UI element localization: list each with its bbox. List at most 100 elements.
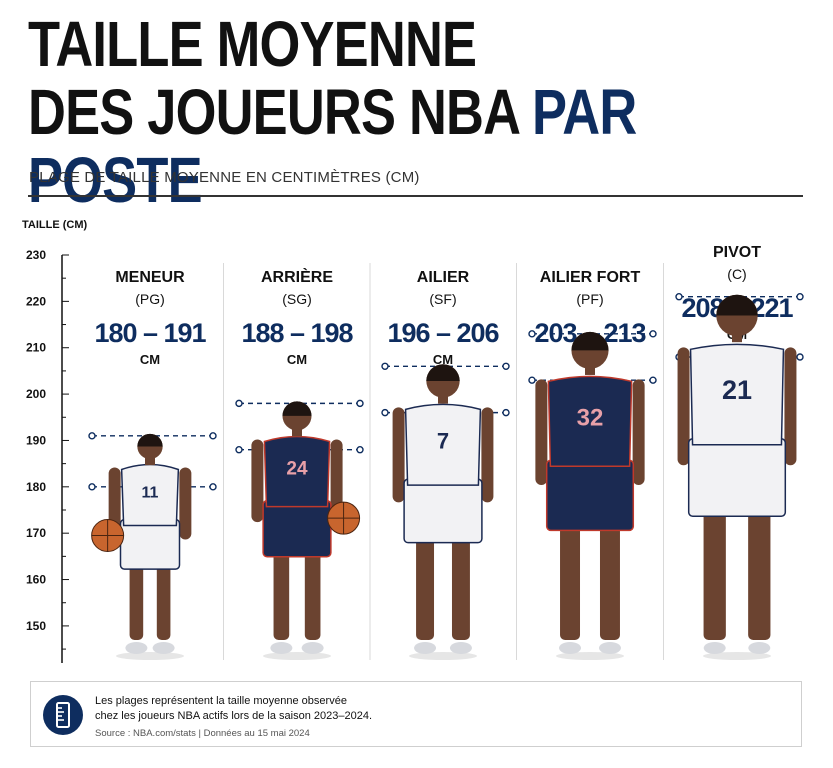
range-marker-dot bbox=[235, 399, 243, 408]
category-name: AILIER FORT bbox=[540, 269, 641, 286]
player-neck bbox=[438, 393, 448, 404]
title-line-2: DES JOUEURS NBA PAR POSTE bbox=[28, 78, 688, 214]
y-axis-label: TAILLE (CM) bbox=[22, 219, 88, 231]
y-tick-label: 160 bbox=[26, 573, 46, 587]
player-arm bbox=[632, 379, 645, 486]
range-marker-dot bbox=[796, 293, 804, 301]
player-neck bbox=[585, 364, 595, 375]
y-tick-label: 190 bbox=[26, 433, 46, 447]
player-neck bbox=[732, 332, 742, 343]
category-abbr: (C) bbox=[727, 266, 746, 282]
player-illustration: 21 bbox=[677, 294, 797, 660]
player-leg bbox=[748, 512, 771, 640]
category-abbr: (PG) bbox=[135, 291, 165, 307]
player-hair bbox=[571, 331, 609, 351]
category-name: PIVOT bbox=[713, 244, 761, 261]
player-arm bbox=[481, 407, 494, 503]
player-shadow bbox=[556, 652, 624, 660]
player-leg bbox=[599, 526, 620, 640]
range-marker-dot bbox=[675, 293, 683, 301]
source-text: Source : NBA.com/stats | Données au 15 m… bbox=[95, 728, 310, 739]
player-hair bbox=[137, 433, 163, 447]
range-marker-dot bbox=[235, 446, 243, 454]
player-arm bbox=[251, 439, 264, 523]
range-marker-dot bbox=[528, 376, 536, 384]
player-jersey bbox=[547, 375, 633, 468]
player-shoe bbox=[598, 642, 621, 654]
range-marker-dot bbox=[356, 446, 364, 454]
player-shorts bbox=[119, 518, 181, 570]
category-abbr: (PF) bbox=[576, 291, 603, 307]
player-shoe bbox=[748, 642, 771, 654]
y-tick-label: 210 bbox=[26, 341, 46, 355]
jersey-number: 11 bbox=[142, 485, 159, 502]
jersey-number: 32 bbox=[577, 404, 604, 431]
player-shadow bbox=[409, 652, 477, 660]
player-arm bbox=[330, 439, 343, 523]
title-line-2-accent: PAR POSTE bbox=[28, 76, 637, 216]
jersey-number: 21 bbox=[722, 375, 752, 405]
unit-label: CM bbox=[433, 352, 453, 367]
basketball-seams bbox=[91, 519, 124, 552]
player-shoe bbox=[125, 642, 148, 654]
range-marker-dot bbox=[796, 353, 804, 361]
footnote-line-2: chez les joueurs NBA actifs lors de la s… bbox=[95, 710, 372, 722]
range-marker-dot bbox=[502, 408, 510, 417]
range-marker-dot bbox=[356, 399, 364, 408]
category-name: ARRIÈRE bbox=[261, 267, 333, 286]
player-hair bbox=[282, 401, 312, 416]
y-tick-label: 220 bbox=[26, 294, 46, 308]
player-leg bbox=[560, 526, 581, 640]
range-marker-dot bbox=[649, 330, 657, 338]
player-leg bbox=[273, 552, 290, 640]
player-leg bbox=[703, 512, 726, 640]
range-marker-dot bbox=[381, 362, 389, 370]
range-marker-dot bbox=[502, 362, 510, 370]
y-tick-label: 230 bbox=[26, 248, 46, 262]
category-name: MENEUR bbox=[115, 269, 185, 286]
range-value-label: 180 – 191 bbox=[94, 318, 206, 348]
jersey-number: 24 bbox=[286, 459, 308, 480]
category-abbr: (SG) bbox=[282, 291, 312, 307]
player-shoe bbox=[152, 642, 175, 654]
player-shorts bbox=[545, 459, 635, 532]
player-jersey bbox=[404, 403, 482, 486]
player-leg bbox=[416, 538, 435, 640]
player-hair bbox=[426, 364, 460, 381]
range-value-label: 188 – 198 bbox=[241, 318, 353, 348]
unit-label: CM bbox=[287, 352, 307, 367]
player-arm bbox=[677, 347, 690, 466]
unit-label: CM bbox=[140, 352, 160, 367]
header-divider bbox=[28, 195, 803, 197]
range-marker-dot bbox=[209, 483, 217, 491]
player-shoe bbox=[414, 642, 437, 654]
player-shorts bbox=[262, 499, 332, 558]
title-line-1: TAILLE MOYENNE bbox=[28, 8, 477, 80]
y-tick-label: 200 bbox=[26, 387, 46, 401]
player-jersey bbox=[120, 463, 180, 527]
range-marker-dot bbox=[649, 376, 657, 384]
player-leg bbox=[451, 538, 470, 640]
category-abbr: (SF) bbox=[429, 291, 456, 307]
player-hair bbox=[716, 294, 758, 316]
y-tick-label: 170 bbox=[26, 526, 46, 540]
player-neck bbox=[145, 455, 155, 466]
player-shadow bbox=[116, 652, 184, 660]
range-marker-dot bbox=[88, 432, 96, 440]
player-shadow bbox=[703, 652, 771, 660]
footnote-text: Les plages représentent la taille moyenn… bbox=[95, 694, 372, 724]
category-name: AILIER bbox=[417, 269, 470, 286]
player-leg bbox=[129, 565, 144, 640]
range-value-label: 196 – 206 bbox=[387, 318, 499, 348]
player-arm bbox=[392, 407, 405, 503]
player-shoe bbox=[449, 642, 472, 654]
player-shoe bbox=[703, 642, 726, 654]
player-arm bbox=[179, 467, 192, 540]
range-marker-dot bbox=[528, 330, 536, 338]
footnote-box: Les plages représentent la taille moyenn… bbox=[30, 681, 802, 747]
player-arm bbox=[784, 347, 797, 466]
y-tick-label: 150 bbox=[26, 619, 46, 633]
basketball-seams bbox=[327, 502, 360, 535]
player-shorts bbox=[403, 478, 483, 544]
player-illustration: 11 bbox=[91, 433, 192, 660]
